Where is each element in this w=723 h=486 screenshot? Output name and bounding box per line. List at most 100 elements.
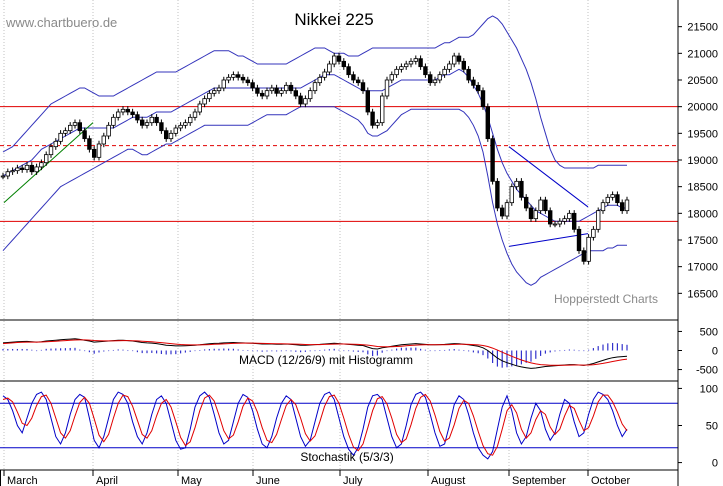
candle-body: [499, 207, 505, 217]
candlestick: [154, 114, 159, 126]
macd-histogram-bar: [2, 348, 4, 351]
macd-histogram-bar: [448, 349, 450, 351]
macd-histogram-bar: [290, 350, 292, 352]
candle-body: [10, 170, 15, 173]
macd-histogram-bar: [55, 348, 57, 351]
candle-body: [259, 92, 265, 97]
macd-histogram-bar: [386, 350, 388, 352]
candle-body: [15, 167, 20, 172]
macd-histogram-bar: [112, 349, 114, 351]
candlestick: [480, 87, 486, 110]
candlestick: [39, 159, 44, 171]
candle-body: [524, 196, 529, 209]
macd-histogram-bar: [544, 350, 546, 354]
x-tick-label: October: [591, 475, 630, 486]
candle-body: [255, 87, 260, 94]
macd-histogram-bar: [362, 350, 364, 353]
candle-body: [514, 180, 519, 188]
candlestick: [375, 119, 380, 129]
panel-frames: [0, 0, 679, 486]
macd-histogram-bar: [420, 348, 422, 351]
macd-histogram-bar: [487, 350, 489, 359]
chart-title: Nikkei 225: [294, 10, 373, 29]
candlestick: [418, 55, 423, 70]
candlestick: [29, 162, 34, 175]
macd-histogram-bar: [405, 347, 407, 351]
candle-body: [168, 132, 174, 140]
candle-body: [413, 58, 418, 62]
macd-histogram-bar: [511, 350, 513, 367]
candlestick: [231, 71, 236, 81]
macd-histogram-bar: [256, 350, 258, 352]
candle-body: [125, 108, 130, 113]
candlestick: [620, 199, 625, 214]
candlestick: [499, 204, 505, 220]
candlestick: [44, 151, 49, 166]
candlestick: [34, 163, 39, 175]
candlestick: [106, 122, 111, 140]
candlestick: [365, 87, 370, 116]
macd-histogram-bar: [252, 350, 254, 352]
candle-body: [92, 148, 97, 158]
candlestick: [168, 130, 174, 142]
macd-histogram-bar: [228, 348, 230, 351]
macd-series-line-1: [2, 339, 628, 366]
candle-body: [44, 154, 49, 164]
macd-histogram-bar: [132, 350, 134, 352]
macd-histogram-bar: [343, 350, 345, 352]
candlestick: [543, 196, 548, 214]
candle-body: [355, 79, 361, 84]
macd-histogram-bar: [338, 349, 340, 351]
macd-histogram-bar: [520, 350, 522, 365]
y-tick-label: 21000: [687, 48, 718, 60]
candle-body: [461, 60, 466, 70]
candlestick: [557, 218, 562, 228]
trend-line-2: [508, 146, 589, 208]
macd-histogram-bar: [372, 350, 374, 357]
candlestick: [303, 95, 308, 108]
candle-body: [471, 79, 476, 86]
candlestick: [92, 146, 97, 161]
candle-body: [552, 223, 558, 226]
macd-histogram-bar: [127, 350, 129, 352]
candlestick: [399, 63, 404, 73]
macd-histogram-bar: [93, 350, 95, 354]
candlestick: [524, 194, 529, 212]
macd-histogram-bar: [568, 349, 570, 351]
candlestick: [163, 127, 169, 142]
macd-histogram-bar: [276, 350, 278, 352]
candlestick: [581, 247, 586, 265]
candle-body: [34, 166, 39, 173]
candlestick: [317, 74, 322, 86]
candlestick: [322, 68, 327, 81]
macd-histogram-bar: [180, 350, 182, 354]
candlestick: [259, 90, 265, 100]
candlestick: [403, 60, 409, 70]
macd-histogram-bar: [160, 350, 162, 355]
candle-body: [101, 135, 106, 145]
macd-histogram-bar: [7, 348, 9, 351]
candlestick: [183, 119, 188, 129]
candlestick: [519, 178, 524, 201]
macd-histogram-bar: [309, 350, 311, 352]
candlestick: [370, 108, 375, 129]
price-panel: [0, 15, 678, 286]
candlestick: [596, 207, 601, 233]
candle-body: [264, 90, 270, 97]
macd-histogram-bar: [468, 350, 470, 352]
macd-histogram-bar: [535, 350, 537, 359]
candle-body: [605, 196, 610, 204]
candle-body: [351, 74, 356, 81]
candlestick: [139, 116, 145, 129]
candle-body: [495, 180, 500, 209]
x-tick-label: March: [7, 475, 38, 486]
candle-body: [173, 127, 178, 134]
macd-histogram-bar: [242, 349, 244, 351]
candle-body: [288, 84, 294, 92]
candle-body: [68, 124, 73, 132]
candlestick: [591, 226, 596, 241]
macd-histogram-bar: [247, 350, 249, 351]
candlestick: [87, 135, 92, 153]
candle-body: [116, 111, 121, 118]
macd-histogram-bar: [626, 344, 628, 351]
